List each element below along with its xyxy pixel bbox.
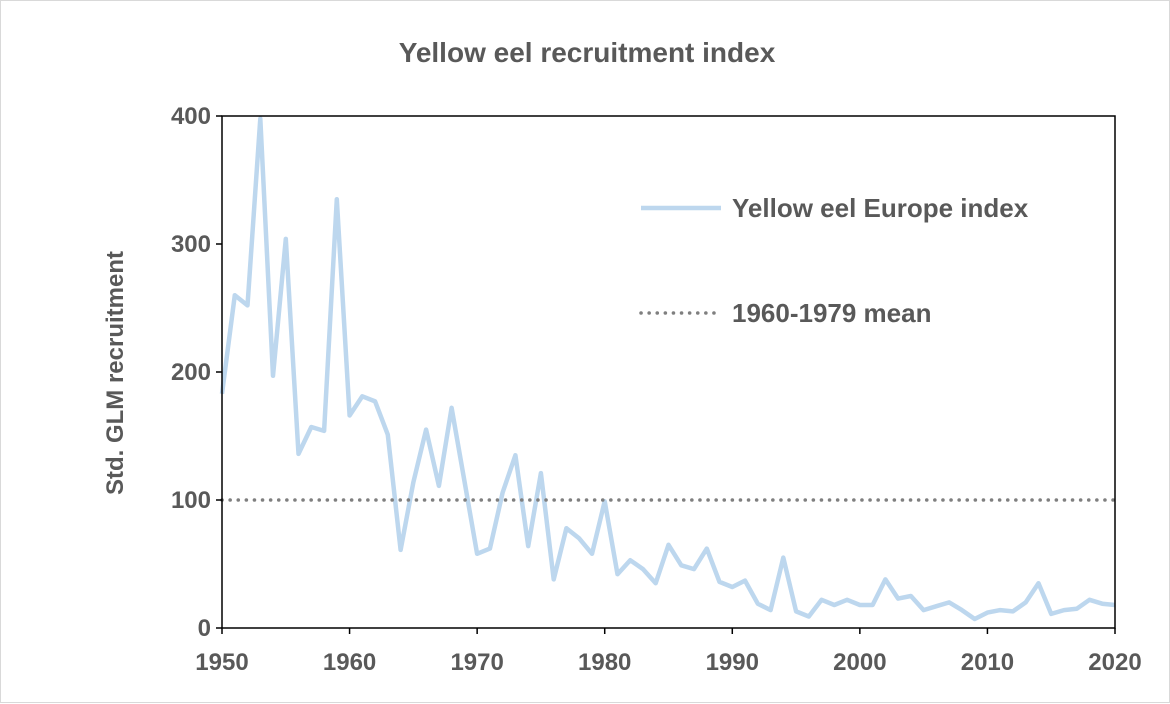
y-tick-label: 100 — [171, 487, 211, 514]
x-tick-label: 1980 — [578, 649, 631, 676]
y-tick-label: 0 — [198, 615, 211, 642]
x-tick-label: 1970 — [450, 649, 503, 676]
x-tick-label: 1950 — [195, 649, 248, 676]
legend: Yellow eel Europe index 1960-1979 mean — [639, 193, 1029, 328]
x-tick-label: 1960 — [323, 649, 376, 676]
y-tick-label: 400 — [171, 103, 211, 130]
legend-label-0: Yellow eel Europe index — [732, 193, 1029, 223]
y-axis-label: Std. GLM recruitment — [102, 251, 129, 495]
x-tick-label: 1990 — [706, 649, 759, 676]
y-tick-label: 200 — [171, 359, 211, 386]
series-line-0 — [219, 116, 1116, 622]
plot-area: 0 100 200 300 400 1950 1960 1970 1980 1990 2000 201… — [171, 103, 1142, 676]
x-tick-label: 2000 — [833, 649, 886, 676]
x-tick-label: 2010 — [961, 649, 1014, 676]
chart-title: Yellow eel recruitment index — [399, 37, 776, 68]
x-tick-label: 2020 — [1088, 649, 1141, 676]
y-tick-label: 300 — [171, 231, 211, 258]
legend-label-1: 1960-1979 mean — [732, 298, 931, 328]
